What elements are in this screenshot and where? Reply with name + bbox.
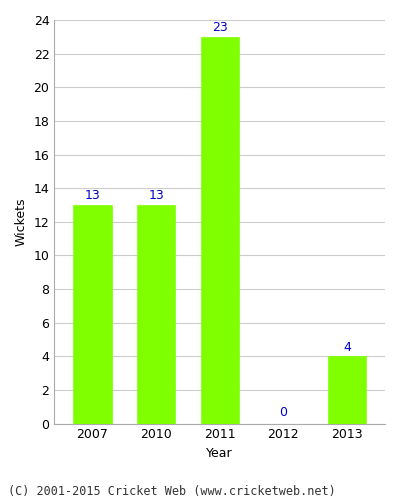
Bar xyxy=(200,37,239,424)
Text: 13: 13 xyxy=(84,190,100,202)
Bar xyxy=(73,205,112,424)
Text: 0: 0 xyxy=(279,406,287,420)
Text: 23: 23 xyxy=(212,22,228,35)
Text: (C) 2001-2015 Cricket Web (www.cricketweb.net): (C) 2001-2015 Cricket Web (www.cricketwe… xyxy=(8,484,336,498)
Text: 13: 13 xyxy=(148,190,164,202)
Bar xyxy=(328,356,366,424)
Y-axis label: Wickets: Wickets xyxy=(15,198,28,246)
Bar xyxy=(137,205,175,424)
Text: 4: 4 xyxy=(343,341,351,354)
X-axis label: Year: Year xyxy=(206,447,233,460)
